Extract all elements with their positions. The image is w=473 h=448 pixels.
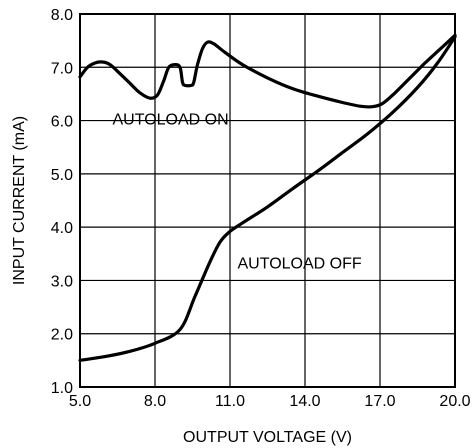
plot-frame [79,13,456,388]
annotation-autoload-on: AUTOLOAD ON [113,112,229,129]
x-tick-labels: 5.0 8.0 11.0 14.0 17.0 20.0 [69,393,471,410]
y-axis-label: INPUT CURRENT (mA) [11,116,28,285]
y-tick-label: 4.0 [51,220,73,237]
y-tick-label: 5.0 [51,167,73,184]
y-tick-label: 3.0 [51,273,73,290]
y-tick-label: 2.0 [51,327,73,344]
y-tick-label: 1.0 [51,380,73,397]
x-tick-label: 5.0 [69,393,91,410]
y-tick-label: 7.0 [51,60,73,77]
annotation-autoload-off: AUTOLOAD OFF [238,255,362,272]
series-lines [78,33,457,362]
x-tick-label: 8.0 [144,393,166,410]
x-axis-label: OUTPUT VOLTAGE (V) [183,429,352,446]
x-tick-label: 17.0 [364,393,395,410]
annotations: AUTOLOAD ON AUTOLOAD OFF [113,112,362,273]
y-tick-label: 8.0 [51,7,73,24]
grid-lines [80,14,455,387]
y-tick-labels: 1.0 2.0 3.0 4.0 5.0 6.0 7.0 8.0 [51,7,73,397]
x-tick-label: 11.0 [215,393,245,410]
x-tick-label: 14.0 [289,393,320,410]
series-line-autoload-off [78,35,457,362]
series-line-autoload-on [78,33,457,109]
x-tick-label: 20.0 [439,393,470,410]
y-tick-label: 6.0 [51,114,73,131]
